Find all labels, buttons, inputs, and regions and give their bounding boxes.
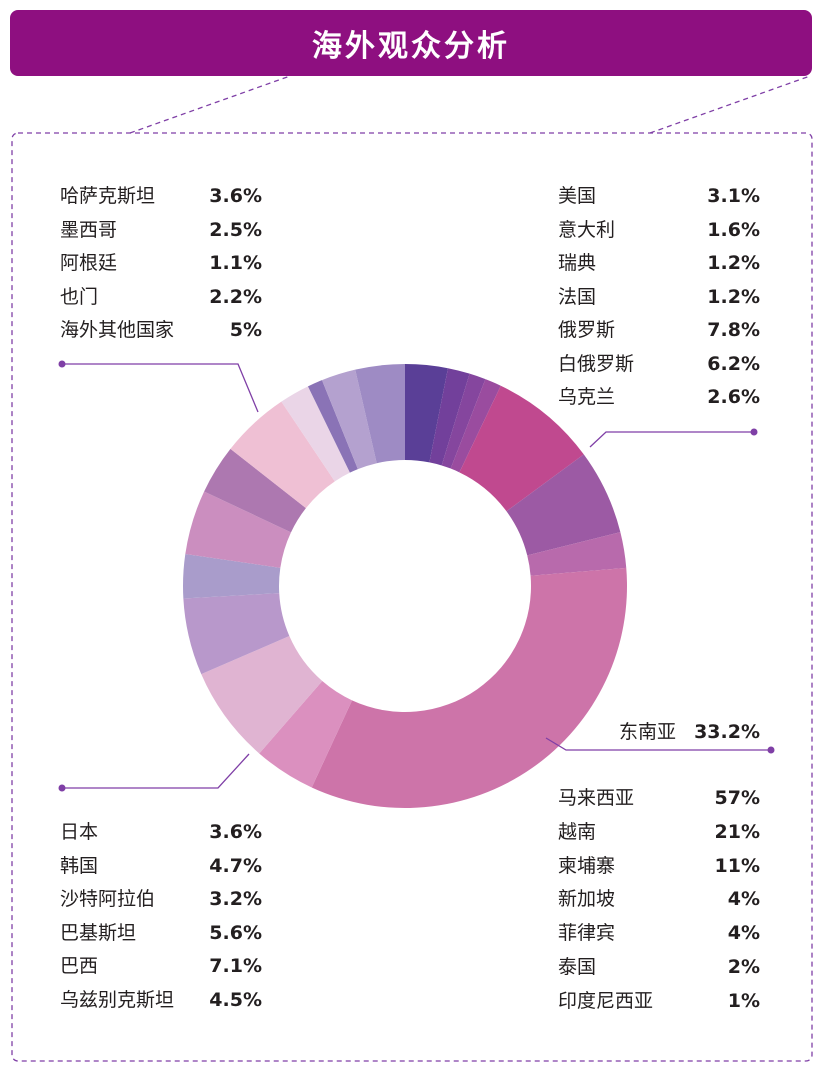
legend-value: 3.2% xyxy=(209,888,262,910)
leader-dot xyxy=(750,428,758,436)
legend-value: 4% xyxy=(727,888,760,911)
legend-value: 3.6% xyxy=(209,185,262,207)
legend-value: 57% xyxy=(714,787,760,809)
legend-label: 沙特阿拉伯 xyxy=(60,888,156,910)
donut-slice xyxy=(204,448,306,533)
donut-slice xyxy=(259,681,353,788)
frame-connector-right xyxy=(649,75,811,134)
legend-label: 巴西 xyxy=(60,955,99,977)
legend-value: 5% xyxy=(229,319,262,341)
leader-top-left xyxy=(62,363,259,413)
leader-dot xyxy=(767,746,775,754)
southeast-asia-value: 33.2% xyxy=(694,721,760,743)
legend-label: 阿根廷 xyxy=(60,252,118,274)
legend-value: 2.5% xyxy=(209,218,262,241)
legend-value: 4.5% xyxy=(209,988,262,1011)
leader-bottom-left xyxy=(62,753,250,789)
legend-value: 21% xyxy=(714,820,760,843)
leader-top-right xyxy=(589,431,754,448)
donut-slice xyxy=(321,369,377,470)
donut-slice xyxy=(183,593,290,675)
legend-value: 1.6% xyxy=(707,218,760,241)
legend-label: 乌克兰 xyxy=(558,386,616,408)
donut-slice xyxy=(527,532,627,576)
donut-slice xyxy=(429,368,470,466)
legend-label: 泰国 xyxy=(558,956,597,978)
donut-slice xyxy=(183,554,281,599)
frame-connector-left xyxy=(129,75,291,134)
legend-value: 1.1% xyxy=(209,252,262,274)
legend-value: 11% xyxy=(714,854,760,877)
legend-value: 3.1% xyxy=(707,185,760,207)
donut-slice xyxy=(459,385,584,512)
legend-label: 海外其他国家 xyxy=(60,319,175,341)
legend-label: 俄罗斯 xyxy=(558,319,616,341)
donut-slice xyxy=(506,454,621,556)
donut-slice xyxy=(355,364,405,464)
legend-label: 美国 xyxy=(558,185,597,207)
legend-label: 马来西亚 xyxy=(558,787,635,809)
donut-slice xyxy=(185,491,291,568)
legend-label: 瑞典 xyxy=(558,252,597,274)
legend-value: 1% xyxy=(727,989,760,1012)
legend-value: 4.7% xyxy=(209,854,262,877)
legend-label: 韩国 xyxy=(60,854,99,877)
legend-label: 法国 xyxy=(558,285,597,308)
legend-value: 7.8% xyxy=(707,319,760,341)
legend-value: 4% xyxy=(727,922,760,945)
legend-label: 意大利 xyxy=(558,218,616,241)
donut-slice xyxy=(281,386,350,482)
legend-value: 1.2% xyxy=(707,285,760,308)
legend-value: 6.2% xyxy=(707,352,760,375)
donut-slice xyxy=(230,401,335,509)
legend-value: 2% xyxy=(727,956,760,978)
legend-label: 日本 xyxy=(60,821,99,843)
legend-label: 印度尼西亚 xyxy=(558,989,654,1012)
legend-value: 3.6% xyxy=(209,821,262,843)
leader-southeast-asia xyxy=(545,737,771,751)
donut-slice xyxy=(405,364,448,463)
donut-slice xyxy=(307,380,358,473)
southeast-asia-label: 东南亚 xyxy=(619,721,677,743)
legend-label: 越南 xyxy=(558,820,597,843)
legend-label: 柬埔寨 xyxy=(558,854,616,877)
title-banner: 海外观众分析 xyxy=(10,10,812,76)
legend-value: 1.2% xyxy=(707,252,760,274)
donut-slice xyxy=(450,379,501,473)
legend-value: 7.1% xyxy=(209,955,262,977)
leader-dot xyxy=(58,784,66,792)
legend-value: 2.6% xyxy=(707,386,760,408)
legend-label: 也门 xyxy=(60,285,99,308)
dashed-frame xyxy=(11,132,813,1062)
donut-chart xyxy=(183,364,627,808)
donut-slice xyxy=(201,636,323,754)
legend-label: 菲律宾 xyxy=(558,922,616,945)
legend-label: 乌兹别克斯坦 xyxy=(60,988,175,1011)
legend-value: 2.2% xyxy=(209,285,262,308)
legend-label: 哈萨克斯坦 xyxy=(60,185,156,207)
legend-label: 墨西哥 xyxy=(60,218,118,241)
legend-label: 新加坡 xyxy=(558,888,616,911)
legend-label: 巴基斯坦 xyxy=(60,921,137,944)
donut-slice xyxy=(441,373,486,469)
chart-title: 海外观众分析 xyxy=(312,29,510,64)
donut-slice xyxy=(311,567,627,808)
legend-label: 白俄罗斯 xyxy=(558,352,635,375)
legend-value: 5.6% xyxy=(209,921,262,944)
leader-dot xyxy=(58,360,66,368)
